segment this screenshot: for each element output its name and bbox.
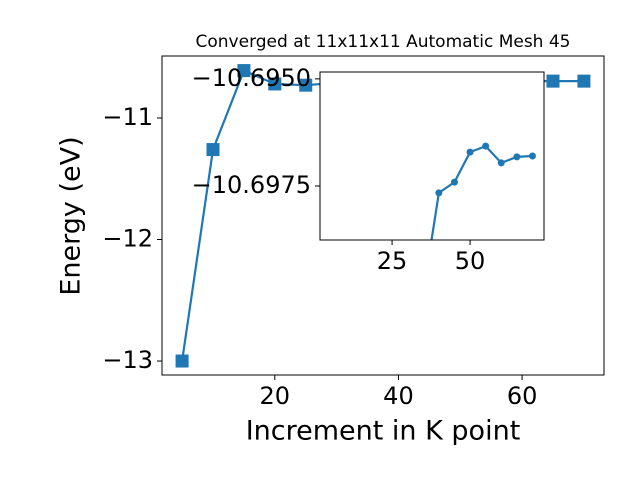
y-tick-label: −10.6975	[192, 171, 311, 199]
y-axis-label: Energy (eV)	[56, 136, 87, 295]
data-point	[268, 77, 282, 91]
y-tick-label: −12	[102, 225, 153, 253]
x-tick-label: 20	[260, 382, 291, 410]
x-tick-label: 60	[507, 382, 538, 410]
data-point	[497, 159, 505, 167]
data-point	[482, 142, 490, 150]
data-point	[237, 64, 251, 78]
data-point	[513, 153, 521, 161]
data-point	[435, 189, 443, 197]
data-point	[450, 178, 458, 186]
chart-title: Converged at 11x11x11 Automatic Mesh 45	[196, 32, 571, 52]
data-point	[175, 354, 189, 368]
plot-layer	[430, 142, 536, 240]
x-axis-label: Increment in K point	[246, 416, 521, 447]
plot-frame	[161, 55, 605, 376]
data-point	[577, 74, 591, 88]
y-tick-label: −10.6950	[192, 64, 311, 92]
data-point	[206, 143, 220, 157]
data-point	[466, 148, 474, 156]
data-point	[546, 74, 560, 88]
x-tick-label: 25	[377, 247, 408, 275]
x-tick-label: 40	[383, 382, 414, 410]
y-tick-label: −11	[102, 103, 153, 131]
plot-area	[320, 72, 544, 240]
data-point	[299, 78, 313, 92]
data-point	[528, 152, 536, 160]
x-tick-label: 50	[455, 247, 486, 275]
y-tick-label: −13	[102, 346, 153, 374]
plot-frame	[319, 71, 545, 241]
